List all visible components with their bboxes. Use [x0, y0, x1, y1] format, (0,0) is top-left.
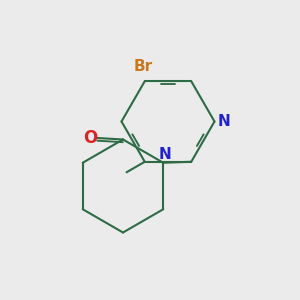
Text: Br: Br [134, 59, 153, 74]
Text: O: O [83, 129, 97, 147]
Text: N: N [217, 114, 230, 129]
Text: N: N [158, 147, 171, 162]
